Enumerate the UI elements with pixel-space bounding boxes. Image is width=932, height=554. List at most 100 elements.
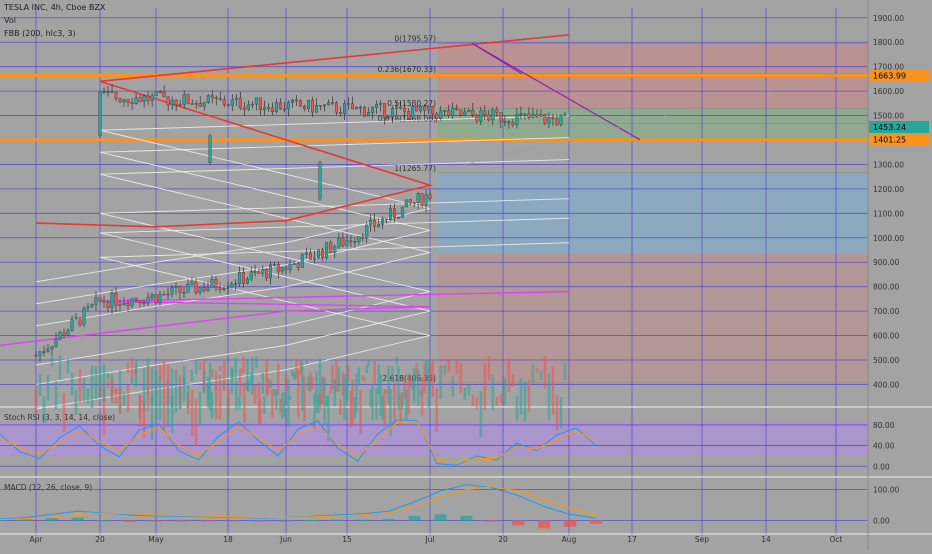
fbb-band-line <box>35 242 570 410</box>
candle-body <box>174 286 178 288</box>
price-tick-label: 1500.00 <box>873 112 904 121</box>
candle-body <box>194 281 198 293</box>
candle-body <box>174 100 178 106</box>
volume-bar <box>246 358 249 391</box>
candle-body <box>208 135 212 163</box>
volume-bar <box>313 393 316 429</box>
candle-body <box>337 237 341 248</box>
candle-body <box>266 107 270 109</box>
price-tick-label: 1700.00 <box>873 63 904 72</box>
candle-body <box>475 114 479 122</box>
volume-bar <box>443 365 447 376</box>
candle-body <box>403 107 407 112</box>
candle-body <box>373 219 377 227</box>
volume-bar <box>238 396 241 410</box>
volume-bar <box>202 371 206 395</box>
candle-body <box>230 283 234 288</box>
volume-bar <box>412 368 416 404</box>
candle-body <box>347 103 350 105</box>
candle-body <box>245 278 249 284</box>
candle-body <box>323 104 326 107</box>
fbb-band-line <box>35 115 570 283</box>
volume-bar <box>138 394 142 428</box>
volume-bar <box>325 396 328 407</box>
volume-bar <box>404 389 408 420</box>
price-marker-box <box>869 133 929 146</box>
candle-body <box>383 103 387 118</box>
volume-bar <box>150 396 154 441</box>
candle-body <box>447 110 451 117</box>
volume-bar <box>415 363 418 379</box>
stoch-rsi-title: Stoch RSI (3, 3, 14, 14, close) <box>4 413 115 422</box>
volume-bar <box>385 389 388 394</box>
volume-bar <box>424 359 428 375</box>
volume-bar <box>110 378 114 403</box>
candle-body <box>102 91 106 93</box>
volume-bar <box>321 376 324 404</box>
volume-bar <box>447 359 451 373</box>
candle-body <box>198 102 202 107</box>
volume-bar <box>363 377 366 382</box>
candle-body <box>306 99 310 110</box>
candle-body <box>404 199 408 208</box>
candle-body <box>202 102 206 107</box>
volume-bar <box>269 380 272 389</box>
volume-bar <box>463 387 467 400</box>
macd-histogram-bar <box>460 515 473 521</box>
volume-bar <box>226 386 230 420</box>
legend-volume[interactable]: Vol <box>4 16 16 25</box>
price-tick-label: 1300.00 <box>873 160 904 169</box>
volume-bar <box>401 391 404 410</box>
candle-body <box>361 236 365 239</box>
volume-bar <box>491 374 495 411</box>
volume-bar <box>347 365 350 380</box>
candle-body <box>198 287 202 293</box>
volume-bar <box>102 363 106 402</box>
volume-bar <box>555 395 559 431</box>
candle-body <box>158 91 162 94</box>
candle-body <box>399 106 403 109</box>
volume-bar <box>182 365 186 386</box>
candle-body <box>408 199 412 204</box>
candle-body <box>353 241 357 243</box>
time-tick-label: Jun <box>279 535 292 544</box>
candle-body <box>327 102 330 106</box>
volume-bar <box>284 374 288 389</box>
volume-bar <box>393 382 396 425</box>
candle-body <box>531 114 535 118</box>
fbb-band-line <box>35 159 570 327</box>
volume-bar <box>335 360 338 392</box>
candle-body <box>50 346 54 350</box>
candle-body <box>242 272 245 284</box>
stoch-series-k <box>0 419 597 466</box>
volume-bar <box>431 359 435 397</box>
candle-body <box>234 283 238 285</box>
volume-bar <box>291 369 294 377</box>
volume-bar <box>355 374 358 413</box>
volume-bar <box>62 393 66 432</box>
volume-bar <box>547 374 551 420</box>
volume-bar <box>351 379 354 426</box>
candle-body <box>98 297 102 301</box>
volume-bar <box>259 398 262 425</box>
legend-fbb[interactable]: FBB (200, hlc3, 3) <box>4 29 76 38</box>
candle-body <box>202 287 206 291</box>
candle-body <box>288 263 292 271</box>
macd-series-signal <box>0 486 597 521</box>
volume-bar <box>210 368 214 378</box>
candle-body <box>329 242 333 253</box>
volume-bar <box>34 389 38 413</box>
candle-body <box>222 288 226 291</box>
candle-body <box>467 110 471 113</box>
candle-body <box>290 99 294 103</box>
volume-bar <box>311 376 314 390</box>
volume-bar <box>471 395 475 407</box>
candle-body <box>265 269 269 279</box>
volume-bar <box>367 360 370 367</box>
volume-bar <box>234 357 238 379</box>
volume-bar <box>102 387 106 436</box>
candle-body <box>317 249 320 258</box>
candle-body <box>142 95 146 102</box>
